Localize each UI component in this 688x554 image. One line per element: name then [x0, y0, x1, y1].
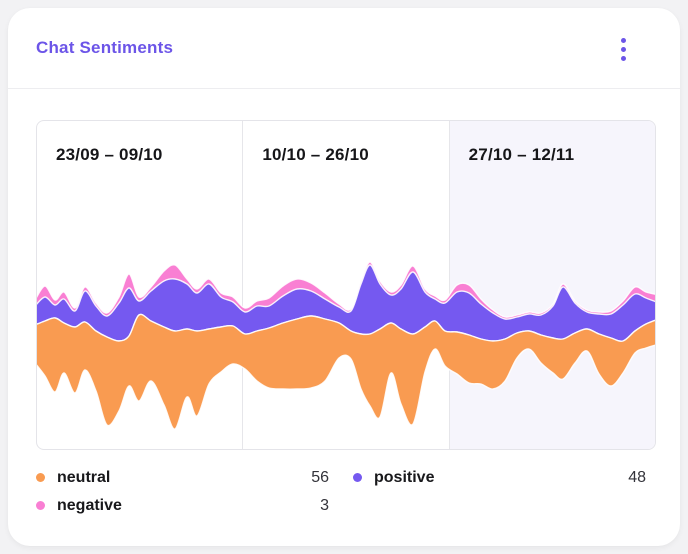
stream-area-neutral [37, 313, 655, 430]
period-label-3: 27/10 – 12/11 [468, 145, 575, 164]
period-label-2: 10/10 – 26/10 [262, 145, 369, 164]
legend-value: 48 [628, 468, 646, 486]
legend-value: 3 [320, 496, 329, 514]
streamgraph-svg [37, 261, 655, 430]
period-label-1: 23/09 – 09/10 [56, 145, 163, 164]
legend-label: positive [374, 468, 435, 486]
card-header: Chat Sentiments [8, 8, 680, 89]
period-panel-3[interactable]: 27/10 – 12/11 [448, 121, 655, 449]
sentiment-stream-chart: 23/09 – 09/10 10/10 – 26/10 27/10 – 12/1… [36, 120, 656, 450]
negative-dot-icon [36, 501, 45, 510]
neutral-dot-icon [36, 473, 45, 482]
legend-item-positive[interactable]: positive 48 [353, 464, 646, 491]
period-panel-2[interactable]: 10/10 – 26/10 [242, 121, 448, 449]
chart-legend: neutral 56 positive 48 negative 3 [36, 464, 646, 519]
period-panels: 23/09 – 09/10 10/10 – 26/10 27/10 – 12/1… [37, 121, 655, 449]
kebab-menu-icon[interactable] [612, 34, 634, 64]
card-title: Chat Sentiments [36, 38, 174, 57]
legend-item-negative[interactable]: negative 3 [36, 492, 329, 519]
legend-item-neutral[interactable]: neutral 56 [36, 464, 329, 491]
legend-label: negative [57, 496, 122, 514]
kebab-dot [620, 55, 626, 61]
kebab-dot [620, 37, 626, 43]
positive-dot-icon [353, 473, 362, 482]
period-panel-1[interactable]: 23/09 – 09/10 [37, 121, 242, 449]
kebab-dot [620, 46, 626, 52]
legend-label: neutral [57, 468, 111, 486]
legend-value: 56 [311, 468, 329, 486]
chat-sentiments-card: Chat Sentiments 23/09 – 09/10 10/10 – 26… [8, 8, 680, 546]
